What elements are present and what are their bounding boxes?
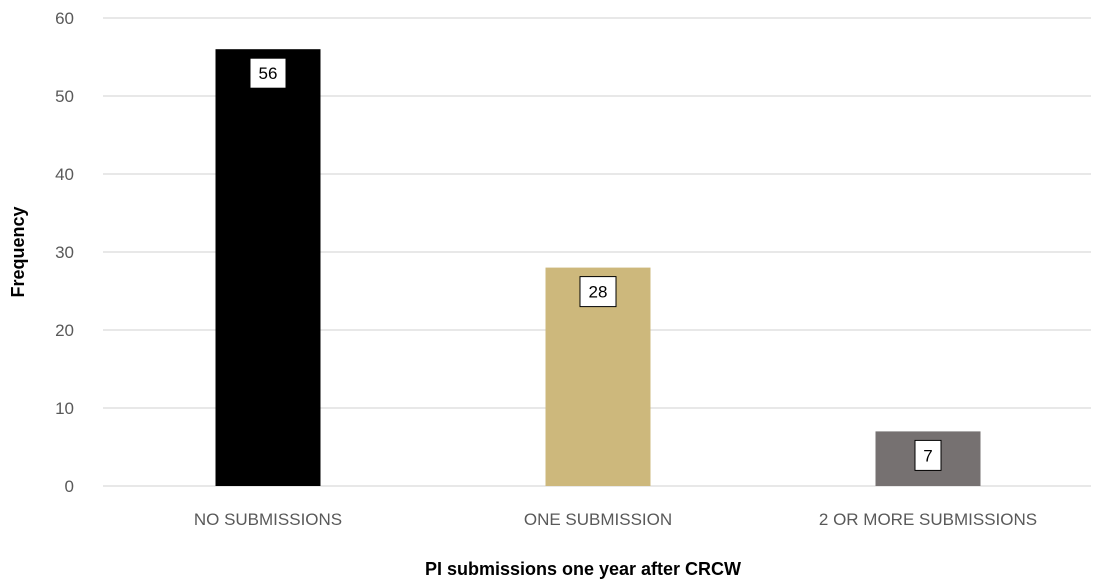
- data-label-box: [914, 439, 942, 471]
- data-label: 7: [923, 446, 932, 465]
- x-tick-label: ONE SUBMISSION: [524, 510, 672, 529]
- y-tick-label: 0: [65, 477, 74, 496]
- x-tick-label: NO SUBMISSIONS: [194, 510, 342, 529]
- y-axis-title: Frequency: [8, 206, 28, 297]
- data-label-box: [579, 276, 617, 308]
- y-tick-label: 10: [55, 399, 74, 418]
- y-axis-ticks: 0 10 20 30 40 50 60: [55, 9, 74, 496]
- data-label: 28: [589, 283, 608, 302]
- bar: [215, 49, 321, 486]
- x-axis-title: PI submissions one year after CRCW: [425, 559, 741, 579]
- data-label-box: [249, 57, 287, 89]
- y-tick-label: 40: [55, 165, 74, 184]
- data-label: 56: [259, 64, 278, 83]
- x-tick-label: 2 OR MORE SUBMISSIONS: [819, 510, 1037, 529]
- x-axis-ticks: NO SUBMISSIONS ONE SUBMISSION 2 OR MORE SU…: [194, 510, 1037, 529]
- data-labels: 56 28 7: [249, 57, 942, 471]
- y-tick-label: 30: [55, 243, 74, 262]
- y-tick-label: 60: [55, 9, 74, 28]
- bars: [215, 49, 981, 486]
- y-tick-label: 20: [55, 321, 74, 340]
- y-tick-label: 50: [55, 87, 74, 106]
